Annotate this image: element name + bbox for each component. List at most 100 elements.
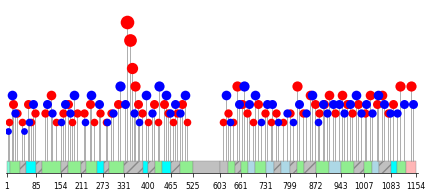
Point bbox=[369, 111, 375, 114]
Point bbox=[294, 84, 301, 87]
Point bbox=[109, 111, 116, 114]
Point bbox=[224, 111, 231, 114]
Point bbox=[19, 121, 26, 124]
Point bbox=[74, 111, 81, 114]
FancyBboxPatch shape bbox=[220, 161, 228, 174]
FancyBboxPatch shape bbox=[155, 161, 163, 174]
Point bbox=[386, 111, 393, 114]
Point bbox=[88, 93, 95, 96]
FancyBboxPatch shape bbox=[341, 161, 354, 174]
Point bbox=[320, 102, 327, 105]
Point bbox=[367, 93, 374, 96]
Point bbox=[274, 121, 281, 124]
Point bbox=[167, 111, 174, 114]
Point bbox=[28, 121, 34, 124]
FancyBboxPatch shape bbox=[390, 161, 396, 174]
FancyBboxPatch shape bbox=[316, 161, 329, 174]
FancyBboxPatch shape bbox=[379, 161, 390, 174]
Point bbox=[178, 102, 185, 105]
FancyBboxPatch shape bbox=[372, 161, 379, 174]
Point bbox=[326, 93, 333, 96]
Point bbox=[61, 102, 68, 105]
FancyBboxPatch shape bbox=[21, 161, 26, 174]
Point bbox=[91, 121, 98, 124]
Point bbox=[164, 111, 171, 114]
Point bbox=[341, 111, 348, 114]
FancyBboxPatch shape bbox=[193, 161, 220, 174]
Point bbox=[229, 121, 236, 124]
FancyBboxPatch shape bbox=[86, 161, 97, 174]
Point bbox=[115, 102, 122, 105]
Point bbox=[379, 93, 386, 96]
Point bbox=[131, 84, 138, 87]
FancyBboxPatch shape bbox=[405, 161, 416, 174]
Point bbox=[49, 111, 56, 114]
Point bbox=[354, 102, 361, 105]
Point bbox=[184, 121, 190, 124]
Point bbox=[47, 93, 54, 96]
Point bbox=[262, 111, 269, 114]
Point bbox=[349, 111, 356, 114]
Point bbox=[329, 102, 336, 105]
Point bbox=[384, 111, 391, 114]
Point bbox=[255, 102, 262, 105]
Point bbox=[283, 111, 290, 114]
Point bbox=[134, 102, 141, 105]
FancyBboxPatch shape bbox=[104, 161, 109, 174]
FancyBboxPatch shape bbox=[68, 161, 81, 174]
FancyBboxPatch shape bbox=[396, 161, 405, 174]
FancyBboxPatch shape bbox=[364, 161, 372, 174]
Point bbox=[155, 84, 162, 87]
Point bbox=[353, 93, 359, 96]
Point bbox=[108, 111, 114, 114]
FancyBboxPatch shape bbox=[37, 161, 42, 174]
FancyBboxPatch shape bbox=[354, 161, 364, 174]
Point bbox=[5, 129, 12, 133]
Point bbox=[163, 93, 169, 96]
Point bbox=[26, 121, 33, 124]
Point bbox=[117, 84, 123, 87]
Point bbox=[312, 102, 319, 105]
Point bbox=[58, 121, 64, 124]
FancyBboxPatch shape bbox=[248, 161, 255, 174]
Point bbox=[155, 121, 162, 124]
FancyBboxPatch shape bbox=[180, 161, 193, 174]
Point bbox=[131, 111, 138, 114]
Point bbox=[145, 121, 152, 124]
FancyBboxPatch shape bbox=[274, 161, 281, 174]
Point bbox=[123, 21, 130, 24]
FancyBboxPatch shape bbox=[148, 161, 155, 174]
Point bbox=[251, 93, 258, 96]
FancyBboxPatch shape bbox=[6, 161, 10, 174]
Point bbox=[374, 102, 381, 105]
FancyBboxPatch shape bbox=[281, 161, 290, 174]
Point bbox=[68, 121, 75, 124]
Point bbox=[136, 121, 143, 124]
Point bbox=[269, 102, 276, 105]
Point bbox=[102, 121, 109, 124]
Point bbox=[233, 84, 240, 87]
Point bbox=[173, 111, 180, 114]
Point bbox=[143, 93, 150, 96]
Point bbox=[227, 121, 233, 124]
Point bbox=[129, 66, 136, 69]
Point bbox=[65, 102, 72, 105]
Point bbox=[390, 102, 396, 105]
Point bbox=[375, 93, 381, 96]
Point bbox=[299, 111, 306, 114]
Point bbox=[306, 93, 313, 96]
Point bbox=[239, 102, 246, 105]
Point bbox=[169, 121, 176, 124]
Point bbox=[246, 102, 253, 105]
Point bbox=[315, 111, 322, 114]
Point bbox=[289, 121, 296, 124]
FancyBboxPatch shape bbox=[228, 161, 235, 174]
Point bbox=[60, 111, 67, 114]
Point bbox=[324, 111, 331, 114]
FancyBboxPatch shape bbox=[255, 161, 266, 174]
Point bbox=[10, 102, 17, 105]
Point bbox=[295, 102, 302, 105]
Point bbox=[43, 102, 50, 105]
Point bbox=[52, 121, 59, 124]
Point bbox=[70, 93, 77, 96]
